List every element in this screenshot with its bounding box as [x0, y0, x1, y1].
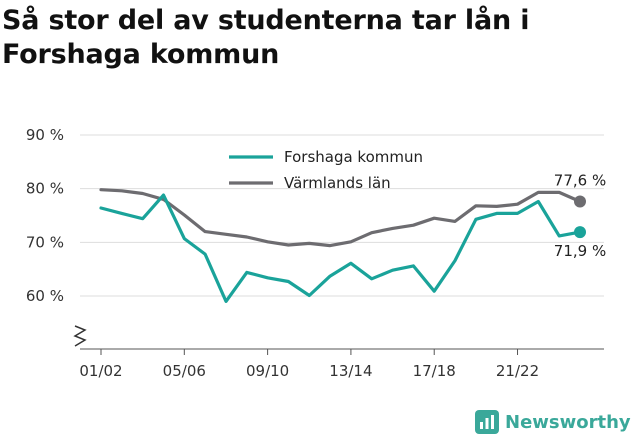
newsworthy-icon — [475, 410, 499, 434]
series-line-varmland — [99, 188, 582, 248]
x-tick-label: 21/22 — [496, 362, 539, 380]
y-tick-label: 60 % — [26, 287, 64, 305]
series-line-forshaga — [99, 193, 582, 303]
end-point-forshaga — [574, 226, 586, 239]
end-point-varmland — [574, 195, 586, 208]
end-label-varmland: 77,6 % — [554, 172, 606, 190]
end-label-forshaga: 71,9 % — [554, 242, 606, 260]
x-axis: 01/02 05/06 09/10 13/14 17/18 21/22 — [73, 325, 604, 380]
y-tick-label: 70 % — [26, 233, 64, 251]
chart-title: Så stor del av studenterna tar lån i For… — [2, 5, 530, 70]
axis-break-icon — [73, 325, 87, 347]
end-labels: 77,6 % 71,9 % — [554, 172, 606, 261]
x-tick-label: 09/10 — [246, 362, 289, 380]
x-tick-label: 17/18 — [413, 362, 456, 380]
gridlines — [80, 134, 604, 297]
x-tick-label: 05/06 — [163, 362, 206, 380]
newsworthy-logo[interactable]: Newsworthy — [475, 409, 631, 435]
legend-label: Värmlands län — [284, 174, 391, 192]
y-axis: 60 % 70 % 80 % 90 % — [26, 126, 64, 305]
legend-label: Forshaga kommun — [284, 148, 423, 166]
legend: Forshaga kommun Värmlands län — [229, 148, 423, 192]
brand-name: Newsworthy — [505, 411, 631, 433]
x-tick-label: 01/02 — [79, 362, 122, 380]
y-tick-label: 80 % — [26, 180, 64, 198]
y-tick-label: 90 % — [26, 126, 64, 144]
x-tick-label: 13/14 — [329, 362, 372, 380]
series-lines — [99, 188, 586, 303]
